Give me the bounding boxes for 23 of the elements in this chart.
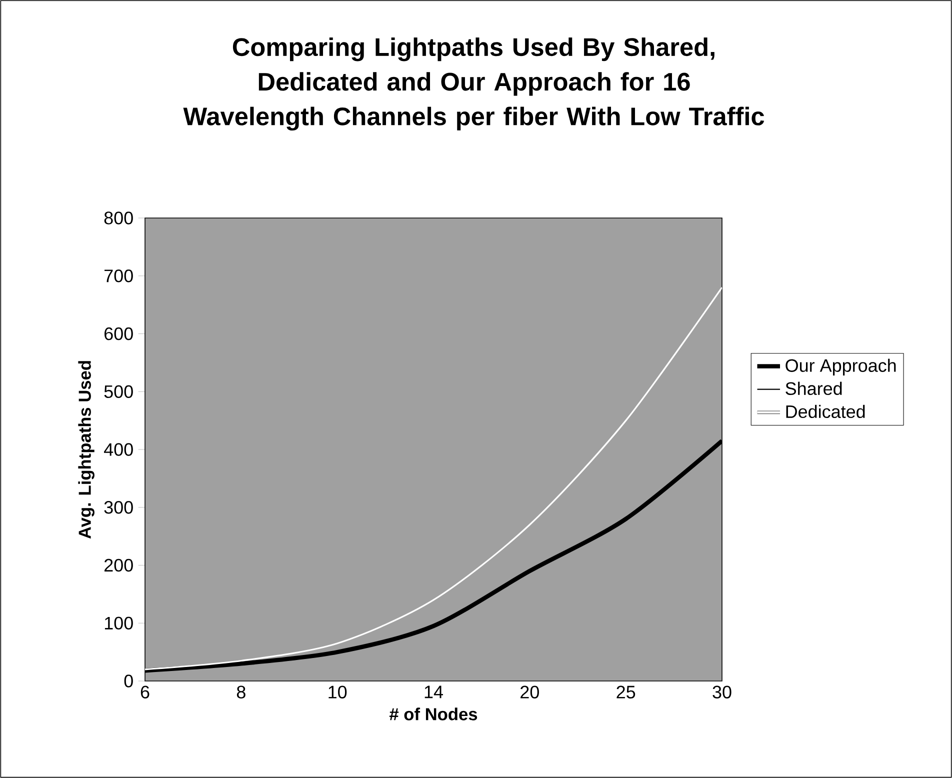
y-tick-label: 100: [104, 616, 133, 630]
legend-label: Shared: [786, 382, 842, 395]
y-tick-label: 300: [104, 501, 133, 514]
y-tick-label: 400: [104, 443, 133, 456]
x-tick-label: 14: [424, 686, 443, 698]
x-tick-label: 30: [712, 686, 732, 698]
x-tick-label: 20: [520, 686, 539, 698]
x-tick-label: 6: [140, 686, 150, 698]
x-tick-label: 10: [328, 686, 347, 698]
y-tick-label: 700: [104, 270, 133, 282]
line-series: [145, 286, 722, 670]
y-tick-label: 600: [104, 327, 133, 340]
chart-title: Comparing Lightpaths Used By Shared, Dedicated and Our Approach for 16 Wavelength Channels per fiber With Low Traffic: [183, 37, 764, 131]
x-tick-label: 25: [616, 686, 636, 698]
x-axis-title: # of Nodes: [389, 708, 478, 720]
x-tick-label: 8: [236, 686, 246, 698]
y-axis-title: Avg. Lightpaths Used: [78, 361, 94, 539]
legend-label: Our Approach: [786, 358, 896, 376]
y-tick-label: 0: [124, 674, 133, 688]
y-tick-label: 200: [104, 558, 133, 572]
y-tick-label: 800: [104, 212, 133, 224]
legend-label: Dedicated: [786, 404, 865, 418]
y-tick-label: 500: [104, 385, 133, 398]
